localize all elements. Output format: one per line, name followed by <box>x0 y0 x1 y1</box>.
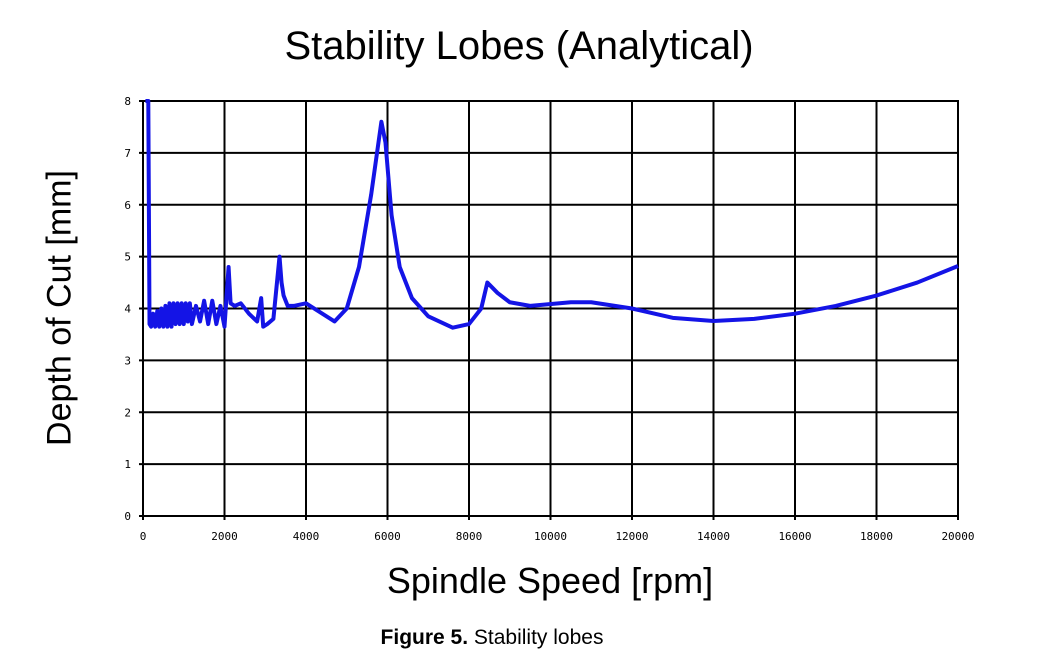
x-tick-label: 4000 <box>293 530 320 543</box>
y-tick-label: 6 <box>124 199 131 212</box>
x-tick-label: 14000 <box>697 530 730 543</box>
figure-caption: Figure 5. Stability lobes <box>0 626 984 650</box>
x-tick-label: 6000 <box>374 530 401 543</box>
x-tick-label: 16000 <box>778 530 811 543</box>
y-tick-label: 4 <box>124 303 131 316</box>
x-axis-label: Spindle Speed [rpm] <box>386 560 714 601</box>
x-tick-label: 20000 <box>941 530 974 543</box>
caption-text: Stability lobes <box>468 626 604 649</box>
y-tick-label: 8 <box>124 95 131 108</box>
y-tick-label: 5 <box>124 251 131 264</box>
y-tick-label: 2 <box>124 406 131 419</box>
x-tick-label: 2000 <box>211 530 238 543</box>
stability-lobe-line <box>145 99 959 330</box>
y-tick-label: 1 <box>124 458 131 471</box>
x-tick-label: 10000 <box>534 530 567 543</box>
y-axis-label: Depth of Cut [mm] <box>40 170 79 446</box>
x-tick-label: 12000 <box>615 530 648 543</box>
x-tick-label: 0 <box>140 530 147 543</box>
y-tick-label: 7 <box>124 147 131 160</box>
plot-border <box>142 100 959 517</box>
y-tick-label: 0 <box>124 510 131 523</box>
y-tick-label: 3 <box>124 354 131 367</box>
x-tick-label: 8000 <box>456 530 483 543</box>
caption-label: Figure 5. <box>380 626 469 649</box>
chart-title: Stability Lobes (Analytical) <box>284 24 754 68</box>
x-tick-label: 18000 <box>860 530 893 543</box>
